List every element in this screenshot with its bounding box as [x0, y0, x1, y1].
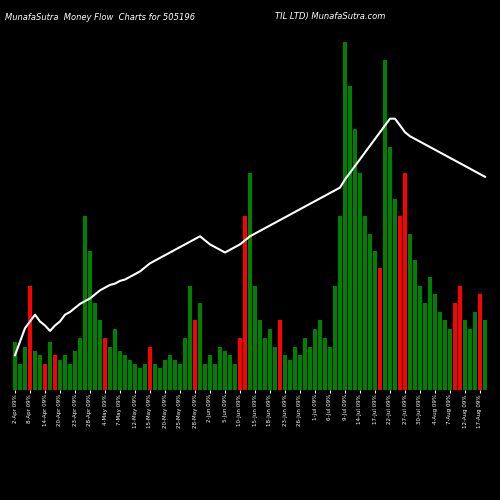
Bar	[473, 312, 477, 390]
Bar	[273, 346, 277, 390]
Bar	[78, 338, 82, 390]
Bar	[243, 216, 247, 390]
Bar	[113, 329, 117, 390]
Bar	[478, 294, 482, 390]
Bar	[468, 329, 472, 390]
Bar	[328, 346, 332, 390]
Bar	[388, 146, 392, 390]
Bar	[428, 277, 432, 390]
Bar	[298, 355, 302, 390]
Bar	[68, 364, 72, 390]
Bar	[278, 320, 282, 390]
Bar	[373, 251, 377, 390]
Bar	[123, 355, 127, 390]
Bar	[353, 130, 357, 390]
Bar	[168, 355, 172, 390]
Bar	[43, 364, 47, 390]
Bar	[308, 346, 312, 390]
Bar	[323, 338, 327, 390]
Bar	[343, 42, 347, 390]
Bar	[93, 303, 97, 390]
Bar	[203, 364, 207, 390]
Bar	[438, 312, 442, 390]
Bar	[383, 60, 387, 390]
Bar	[88, 251, 92, 390]
Bar	[483, 320, 487, 390]
Bar	[313, 329, 317, 390]
Text: MunafaSutra  Money Flow  Charts for 505196: MunafaSutra Money Flow Charts for 505196	[5, 12, 195, 22]
Bar	[333, 286, 337, 390]
Bar	[58, 360, 62, 390]
Bar	[98, 320, 102, 390]
Bar	[153, 364, 157, 390]
Bar	[213, 364, 217, 390]
Bar	[263, 338, 267, 390]
Bar	[138, 368, 142, 390]
Bar	[258, 320, 262, 390]
Bar	[348, 86, 352, 390]
Bar	[193, 320, 197, 390]
Bar	[33, 351, 37, 390]
Bar	[118, 351, 122, 390]
Bar	[378, 268, 382, 390]
Bar	[423, 303, 427, 390]
Bar	[53, 355, 57, 390]
Bar	[13, 342, 17, 390]
Bar	[443, 320, 447, 390]
Bar	[253, 286, 257, 390]
Bar	[248, 172, 252, 390]
Bar	[158, 368, 162, 390]
Bar	[403, 172, 407, 390]
Bar	[268, 329, 272, 390]
Bar	[83, 216, 87, 390]
Bar	[318, 320, 322, 390]
Text: TIL LTD) MunafaSutra.com: TIL LTD) MunafaSutra.com	[275, 12, 386, 22]
Bar	[38, 355, 42, 390]
Bar	[133, 364, 137, 390]
Bar	[458, 286, 462, 390]
Bar	[178, 364, 182, 390]
Bar	[148, 346, 152, 390]
Bar	[413, 260, 417, 390]
Bar	[23, 346, 27, 390]
Bar	[48, 342, 52, 390]
Bar	[73, 351, 77, 390]
Bar	[288, 360, 292, 390]
Bar	[233, 364, 237, 390]
Bar	[163, 360, 167, 390]
Bar	[433, 294, 437, 390]
Bar	[358, 172, 362, 390]
Bar	[283, 355, 287, 390]
Bar	[103, 338, 107, 390]
Bar	[143, 364, 147, 390]
Bar	[173, 360, 177, 390]
Bar	[28, 286, 32, 390]
Bar	[18, 364, 22, 390]
Bar	[338, 216, 342, 390]
Bar	[108, 346, 112, 390]
Bar	[398, 216, 402, 390]
Bar	[183, 338, 187, 390]
Bar	[223, 351, 227, 390]
Bar	[228, 355, 232, 390]
Bar	[408, 234, 412, 390]
Bar	[453, 303, 457, 390]
Bar	[128, 360, 132, 390]
Bar	[448, 329, 452, 390]
Bar	[63, 355, 67, 390]
Bar	[368, 234, 372, 390]
Bar	[188, 286, 192, 390]
Bar	[238, 338, 242, 390]
Bar	[303, 338, 307, 390]
Bar	[363, 216, 367, 390]
Bar	[293, 346, 297, 390]
Bar	[198, 303, 202, 390]
Bar	[418, 286, 422, 390]
Bar	[393, 199, 397, 390]
Bar	[463, 320, 467, 390]
Bar	[208, 355, 212, 390]
Bar	[218, 346, 222, 390]
